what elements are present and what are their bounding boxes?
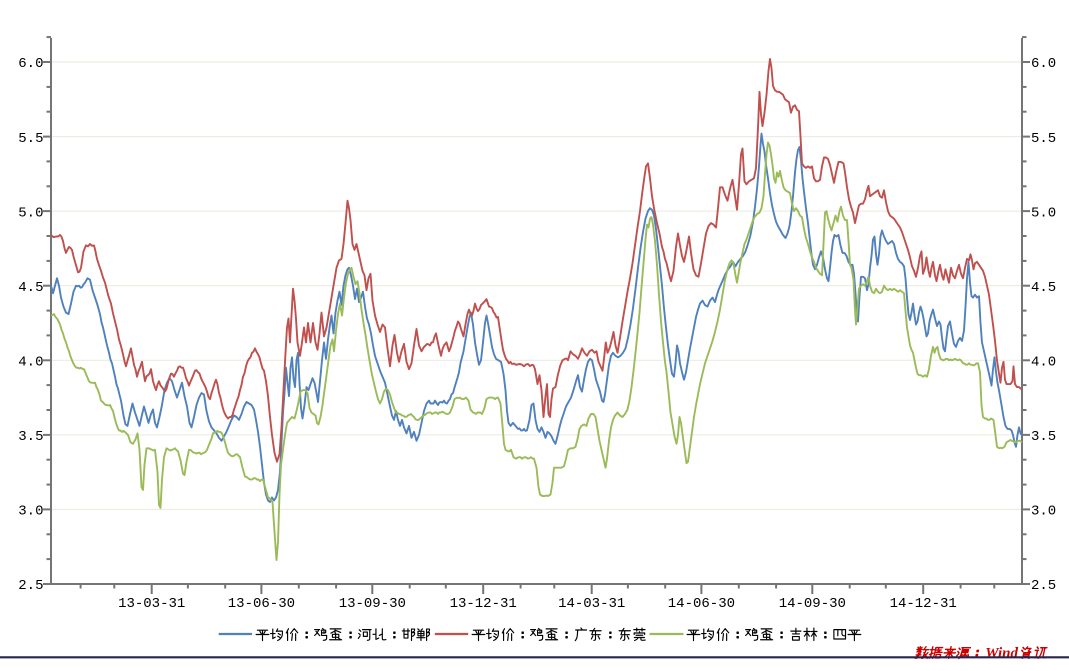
svg-text:2.5: 2.5 [1031, 578, 1056, 594]
svg-text:3.0: 3.0 [18, 504, 43, 520]
svg-text:13-06-30: 13-06-30 [228, 596, 295, 612]
svg-text:14-09-30: 14-09-30 [779, 596, 846, 612]
svg-text:14-12-31: 14-12-31 [890, 596, 957, 612]
svg-text:2.5: 2.5 [18, 578, 43, 594]
svg-text:13-09-30: 13-09-30 [339, 596, 406, 612]
svg-text:5.5: 5.5 [18, 131, 43, 147]
svg-text:14-06-30: 14-06-30 [668, 596, 735, 612]
svg-text:3.5: 3.5 [1031, 429, 1056, 445]
svg-text:6.0: 6.0 [18, 56, 43, 72]
svg-text:13-12-31: 13-12-31 [450, 596, 517, 612]
svg-text:5.5: 5.5 [1031, 131, 1056, 147]
svg-text:4.0: 4.0 [1031, 355, 1056, 371]
svg-text:14-03-31: 14-03-31 [558, 596, 625, 612]
svg-text:3.5: 3.5 [18, 429, 43, 445]
svg-text:Wind: Wind [985, 646, 1018, 662]
svg-text:4.0: 4.0 [18, 355, 43, 371]
svg-text:4.5: 4.5 [18, 280, 43, 296]
svg-text:4.5: 4.5 [1031, 280, 1056, 296]
svg-text:5.0: 5.0 [18, 205, 43, 221]
svg-text:3.0: 3.0 [1031, 504, 1056, 520]
svg-text:13-03-31: 13-03-31 [118, 596, 185, 612]
svg-text:5.0: 5.0 [1031, 205, 1056, 221]
svg-text:6.0: 6.0 [1031, 56, 1056, 72]
